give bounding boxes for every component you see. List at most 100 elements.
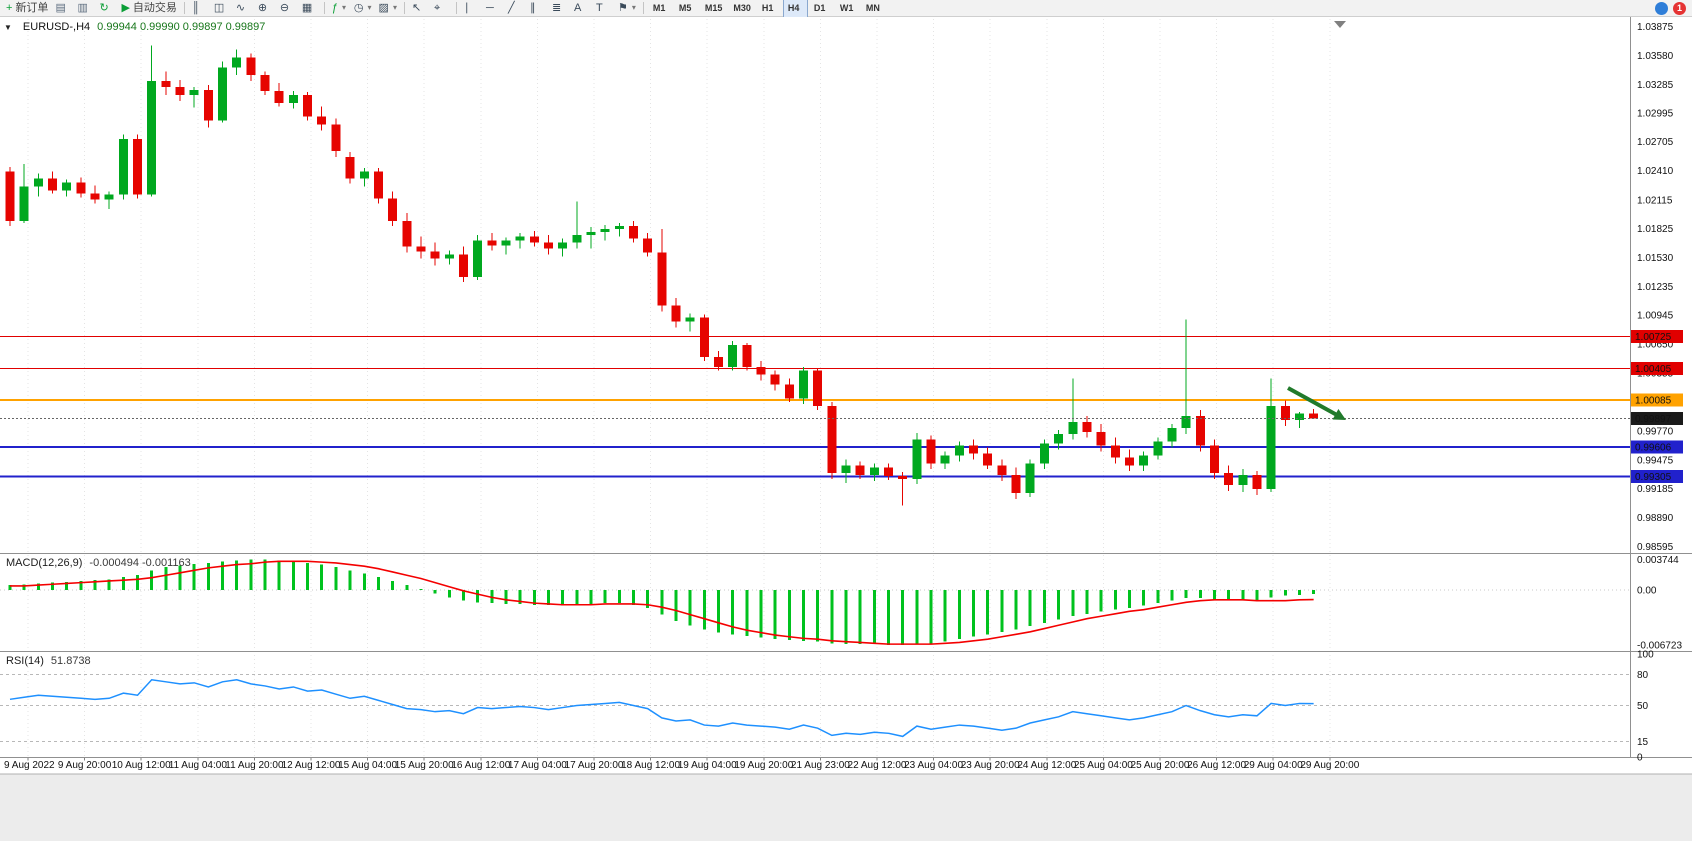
templates-button[interactable]: ▨ ▾	[376, 0, 400, 17]
timeframe-M5-button[interactable]: M5	[678, 3, 692, 13]
timeframe-H1-button[interactable]: H1	[761, 3, 774, 13]
shapes-tool-button[interactable]: ⚑ ▾	[615, 0, 639, 17]
rsi-indicator	[0, 674, 1630, 743]
zoom-out-button[interactable]: ⊖	[277, 0, 298, 17]
autotrading-button[interactable]: ▶ 自动交易	[118, 0, 179, 17]
chart-type-line-icon: ∿	[235, 2, 246, 14]
market-watch-button[interactable]: ▥	[74, 0, 95, 17]
horizontal-line-1.00405[interactable]: 1.00405	[0, 361, 1683, 375]
timeframe-MN-button[interactable]: MN	[865, 3, 880, 13]
timeframe-H4-button[interactable]: H4	[782, 0, 808, 18]
chart-title: ▼ EURUSD-,H4 0.99944 0.99990 0.99897 0.9…	[4, 21, 265, 33]
svg-text:25 Aug 04:00: 25 Aug 04:00	[1074, 760, 1133, 771]
chart-canvas[interactable]: 1.03875 1.03580 1.03285 1.02995 1.02705 1.024…	[0, 17, 1692, 841]
macd-values: -0.000494 -0.001163	[89, 557, 191, 569]
svg-text:0.98890: 0.98890	[1637, 513, 1674, 524]
new-order-button[interactable]: + 新订单	[3, 0, 51, 17]
new-order-label: 新订单	[15, 2, 49, 14]
macd-name: MACD(12,26,9)	[6, 557, 83, 569]
current-price-line: 0.99897	[0, 411, 1683, 425]
periods-button[interactable]: ◷ ▾	[351, 0, 375, 17]
market-watch-icon: ▥	[77, 2, 88, 14]
crosshair-tool-button[interactable]: ⌖	[431, 0, 452, 17]
rsi-value: 51.8738	[50, 655, 91, 667]
toolbar-right: 1	[1655, 1, 1686, 15]
text-tool-button[interactable]: A	[571, 0, 592, 17]
time-axis-labels: 9 Aug 2022 9 Aug 20:00 10 Aug 12:0011 Aug …	[4, 760, 1360, 771]
trendline-tool-icon: ╱	[507, 2, 515, 14]
horizontal-line-0.99606[interactable]: 0.99606	[0, 440, 1683, 454]
arrow-annotation[interactable]	[1287, 386, 1346, 420]
cursor-tool-icon: ↖	[411, 2, 422, 14]
horizontal-line-0.99305[interactable]: 0.99305	[0, 470, 1683, 484]
indicators-button[interactable]: ƒ ▾	[329, 0, 350, 17]
svg-text:15 Aug 20:00: 15 Aug 20:00	[395, 760, 454, 771]
zoom-in-button[interactable]: ⊕	[255, 0, 276, 17]
autotrading-icon: ▶	[121, 2, 130, 14]
macd-signal-line	[10, 560, 1314, 645]
svg-text:12 Aug 12:00: 12 Aug 12:00	[282, 760, 341, 771]
one-click-trading-icon[interactable]: ▼	[4, 22, 12, 32]
autotrading-label: 自动交易	[132, 2, 177, 14]
fibonacci-tool-button[interactable]: ≣	[549, 0, 570, 17]
main-toolbar: + 新订单 ▤ ▥ ↻ ▶ 自动交易 ║ ◫ ∿ ⊕ ⊖ ▦ ƒ ▾ ◷ ▾ ▨ ▾ ↖ ⌖ ∣ ─ ╱ ∥ ≣ A T ⚑ ▾ M1 M5 M…	[0, 0, 1692, 18]
svg-text:9 Aug 2022: 9 Aug 2022	[4, 760, 55, 771]
timeframe-M30-button[interactable]: M30	[733, 3, 751, 13]
horizontal-line-1.00725[interactable]: 1.00725	[0, 330, 1683, 344]
svg-text:1.02115: 1.02115	[1637, 195, 1673, 206]
svg-text:1.03285: 1.03285	[1637, 80, 1674, 91]
notification-icon[interactable]: 1	[1673, 1, 1686, 15]
refresh-button[interactable]: ↻	[96, 0, 117, 17]
crosshair-tool-icon: ⌖	[433, 2, 441, 14]
svg-text:15 Aug 04:00: 15 Aug 04:00	[338, 760, 397, 771]
svg-text:1.00405: 1.00405	[1635, 364, 1672, 375]
svg-text:0.99897: 0.99897	[1635, 414, 1672, 425]
chart-window: 1.03875 1.03580 1.03285 1.02995 1.02705 1.024…	[0, 17, 1692, 841]
svg-text:0.98595: 0.98595	[1637, 542, 1674, 553]
svg-text:50: 50	[1637, 701, 1649, 712]
svg-text:9 Aug 20:00: 9 Aug 20:00	[58, 760, 112, 771]
templates-icon: ▨	[378, 2, 389, 14]
chart-type-candles-icon: ◫	[213, 2, 225, 14]
svg-text:25 Aug 20:00: 25 Aug 20:00	[1131, 760, 1190, 771]
macd-axis-labels: 0.003744 0.00 -0.006723	[1637, 555, 1682, 652]
svg-text:1.00725: 1.00725	[1635, 332, 1672, 343]
periods-caret-icon: ▾	[367, 3, 372, 12]
macd-indicator-label: MACD(12,26,9) -0.000494 -0.001163	[6, 557, 191, 569]
svg-text:16 Aug 12:00: 16 Aug 12:00	[451, 760, 510, 771]
timeframe-W1-button[interactable]: W1	[839, 3, 854, 13]
tile-windows-button[interactable]: ▦	[299, 0, 320, 17]
svg-text:11 Aug 20:00: 11 Aug 20:00	[225, 760, 284, 771]
toolbar-separator	[455, 2, 457, 14]
chart-type-bars-button[interactable]: ║	[189, 0, 210, 17]
svg-text:1.02995: 1.02995	[1637, 109, 1674, 120]
svg-text:1.01825: 1.01825	[1637, 224, 1674, 235]
ohlc-values: 0.99944 0.99990 0.99897 0.99897	[97, 21, 266, 33]
fibonacci-tool-icon: ≣	[551, 2, 562, 14]
trendline-tool-button[interactable]: ╱	[505, 0, 526, 17]
label-tool-button[interactable]: T	[593, 0, 614, 17]
panel-borders	[0, 17, 1692, 775]
svg-text:21 Aug 23:00: 21 Aug 23:00	[791, 760, 850, 771]
vertical-line-tool-button[interactable]: ∣	[461, 0, 482, 17]
community-icon[interactable]	[1655, 1, 1668, 15]
channel-tool-button[interactable]: ∥	[527, 0, 548, 17]
cursor-tool-button[interactable]: ↖	[409, 0, 430, 17]
vertical-line-tool-icon: ∣	[463, 2, 470, 14]
timeframe-M15-button[interactable]: M15	[704, 3, 723, 13]
chart-shift-marker-icon	[1334, 21, 1346, 28]
toolbar-buttons: + 新订单 ▤ ▥ ↻ ▶ 自动交易 ║ ◫ ∿ ⊕ ⊖ ▦ ƒ ▾ ◷ ▾ ▨ ▾ ↖ ⌖ ∣ ─ ╱ ∥ ≣ A T ⚑ ▾ M1 M5 M…	[3, 0, 886, 18]
timeframe-D1-button[interactable]: D1	[813, 3, 826, 13]
toolbar-separator	[403, 2, 405, 14]
svg-text:80: 80	[1637, 670, 1649, 681]
rsi-axis-labels: 100 80 50 15 0	[1637, 650, 1654, 764]
svg-text:0.99305: 0.99305	[1635, 472, 1672, 483]
chart-windows-button[interactable]: ▤	[52, 0, 73, 17]
chart-type-line-button[interactable]: ∿	[233, 0, 254, 17]
svg-text:100: 100	[1637, 650, 1654, 661]
timeframe-M1-button[interactable]: M1	[652, 3, 666, 13]
refresh-icon: ↻	[99, 2, 109, 14]
horizontal-line-tool-button[interactable]: ─	[483, 0, 504, 17]
chart-type-candles-button[interactable]: ◫	[211, 0, 232, 17]
new-order-icon: +	[6, 2, 13, 14]
